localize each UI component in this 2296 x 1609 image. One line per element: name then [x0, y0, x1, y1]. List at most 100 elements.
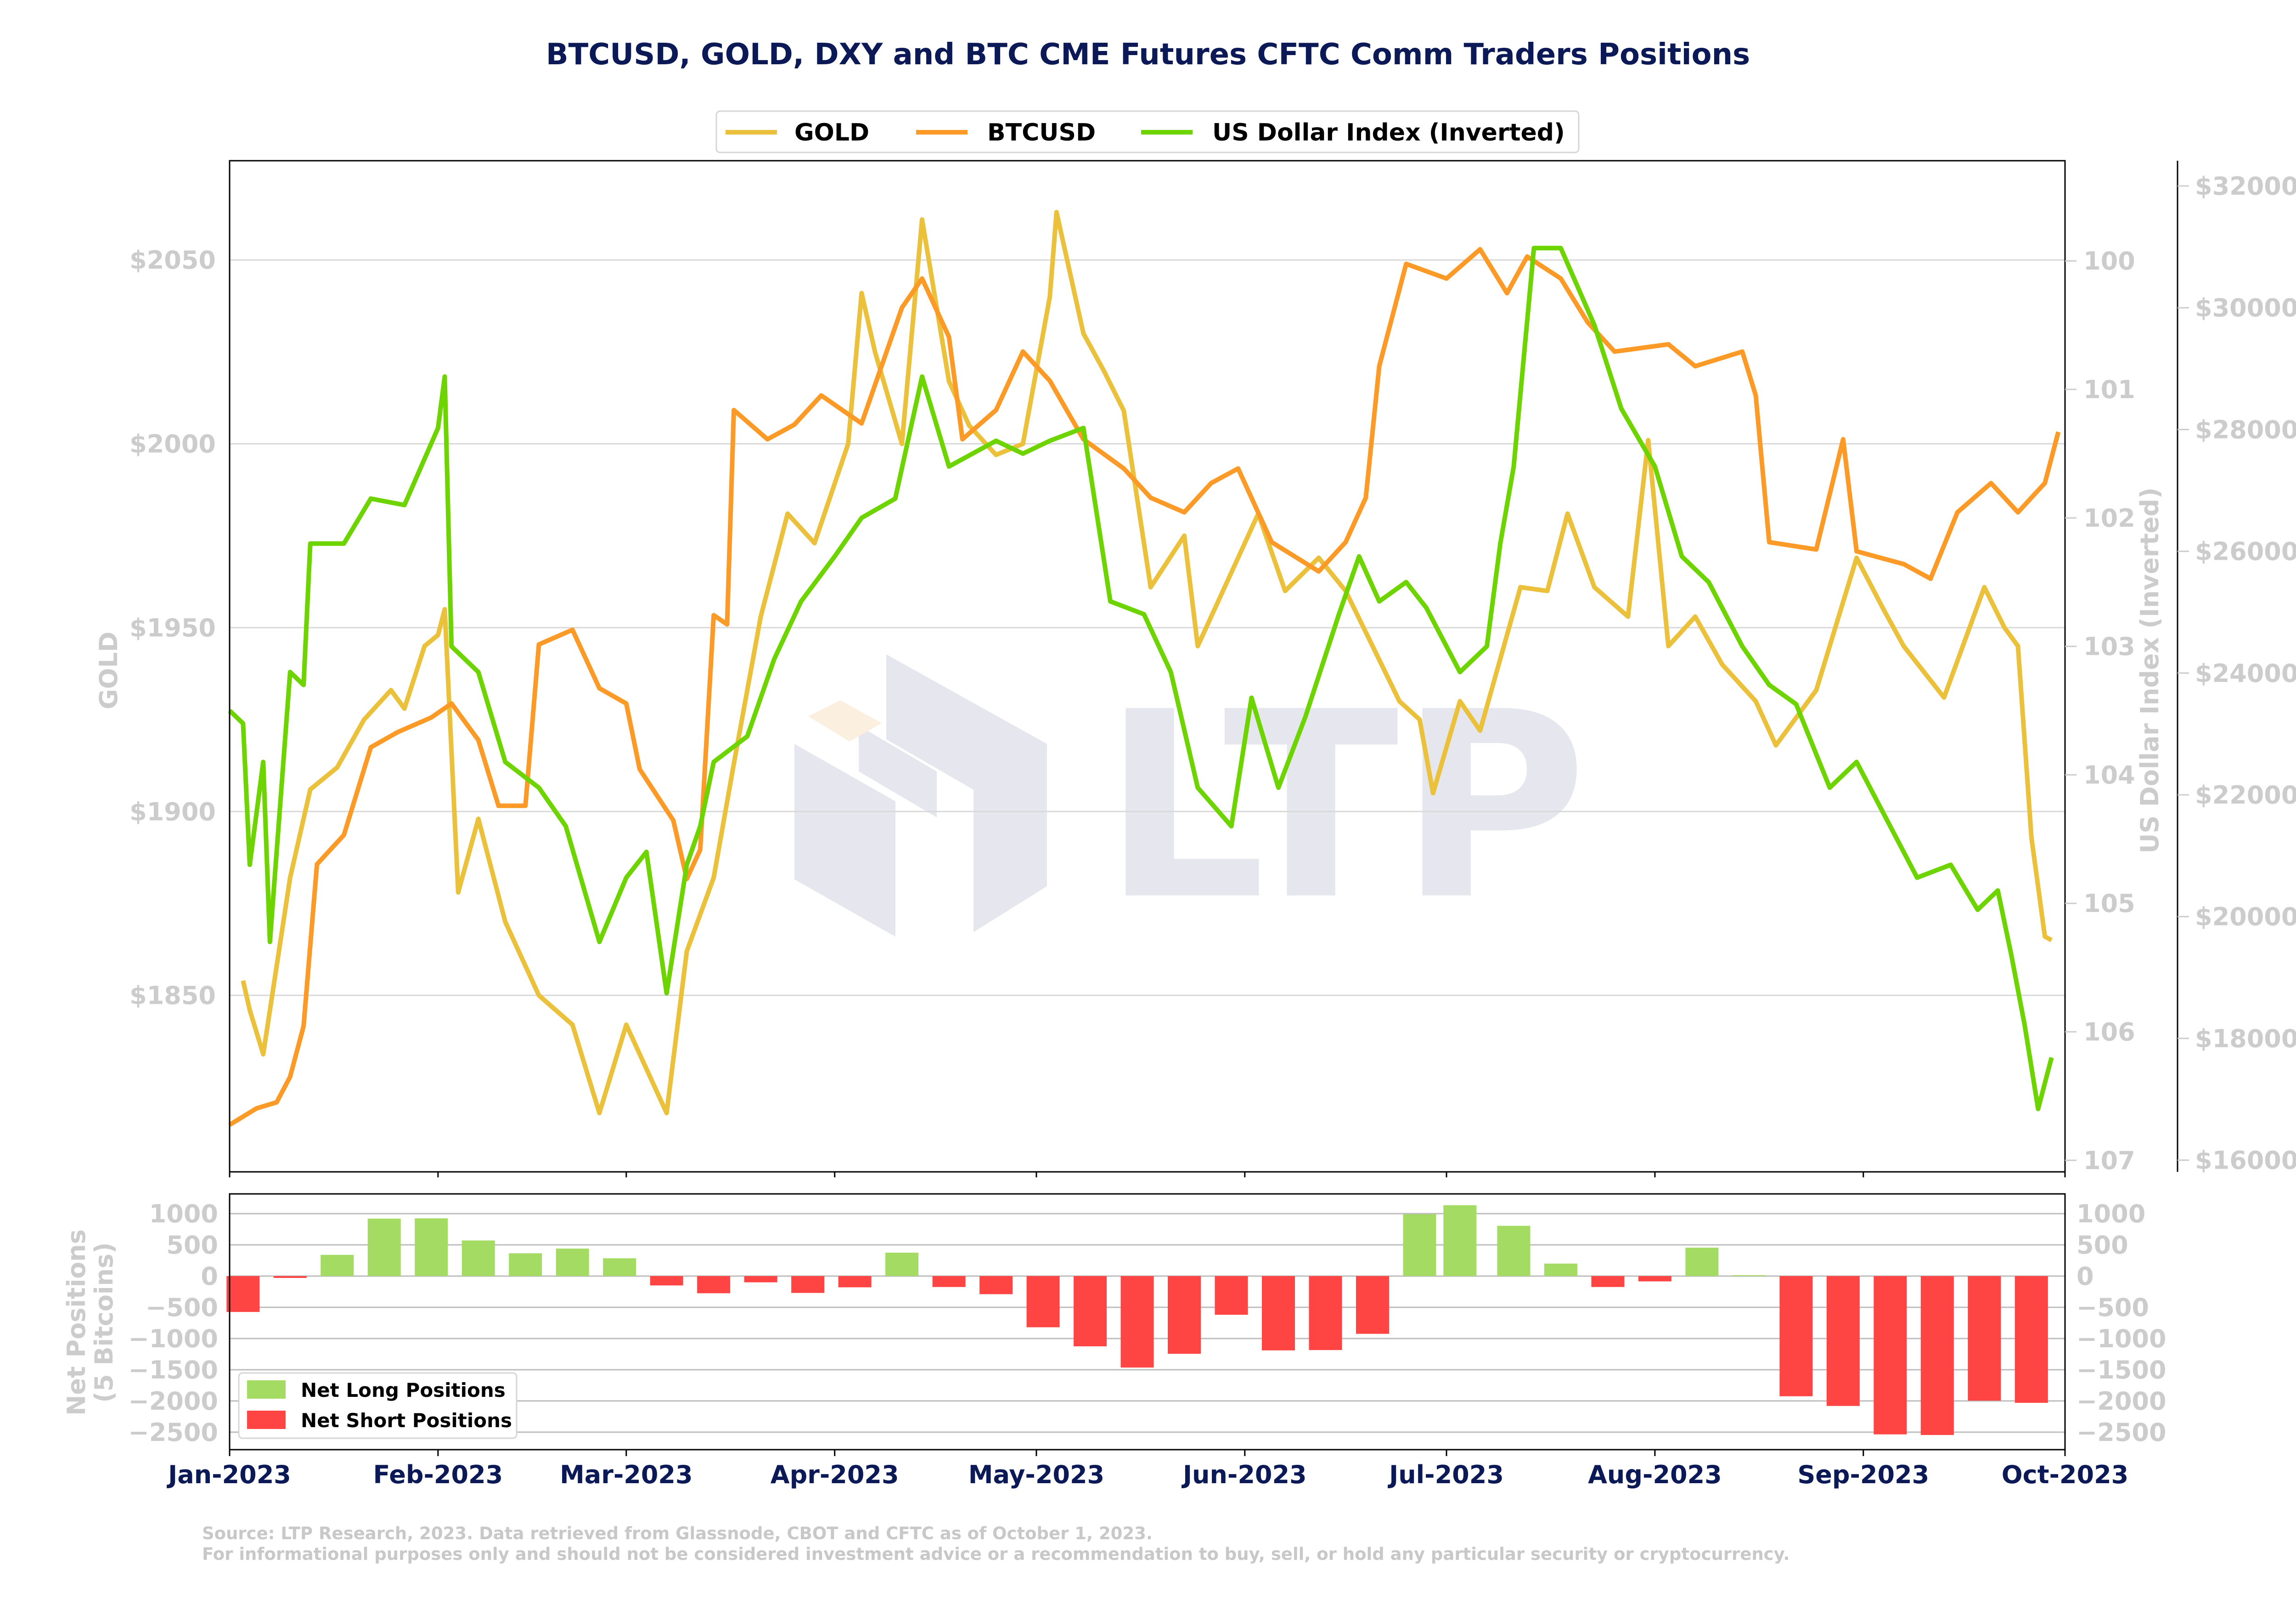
- bar-net-short: [744, 1276, 777, 1283]
- x-tick-label: Oct-2023: [2002, 1460, 2128, 1489]
- bar-net-short: [273, 1276, 307, 1278]
- x-axis-month-ticks: Jan-2023 Feb-2023 Mar-2023 Apr-2023 May-2023…: [166, 1172, 2128, 1489]
- btc-tick-label: $32000: [2195, 172, 2296, 201]
- bottom-plot-frame: [229, 1193, 2066, 1451]
- bar-net-short: [1309, 1276, 1342, 1350]
- footer-source: Source: LTP Research, 2023. Data retriev…: [202, 1524, 1153, 1543]
- btc-tick-label: $16000: [2195, 1146, 2296, 1175]
- gold-axis-label: GOLD: [94, 631, 123, 709]
- btc-tick-label: $28000: [2195, 415, 2296, 444]
- bar-net-long: [1497, 1226, 1531, 1276]
- bar-net-short: [2015, 1276, 2048, 1403]
- bar-net-short: [1779, 1276, 1813, 1396]
- x-tick-label: Mar-2023: [560, 1460, 693, 1489]
- x-tick-label: Feb-2023: [373, 1460, 503, 1489]
- dxy-tick-label: 102: [2083, 504, 2135, 533]
- top-plot-frame: [229, 160, 2066, 1173]
- dxy-tick-label: 106: [2083, 1018, 2135, 1046]
- bar-net-short: [1591, 1276, 1625, 1287]
- bar-net-short: [1262, 1276, 1295, 1350]
- dxy-tick-label: 101: [2083, 375, 2135, 404]
- x-tick-label: Jan-2023: [166, 1460, 291, 1489]
- btc-tick-label: $30000: [2195, 293, 2296, 322]
- bar-net-long: [415, 1218, 448, 1276]
- net-tick-label-left: −500: [146, 1293, 218, 1322]
- net-positions-label-line2: (5 Bitcoins): [90, 1242, 118, 1402]
- bars-layer: [226, 1205, 2048, 1435]
- bar-net-short: [791, 1276, 825, 1293]
- bar-net-short: [1874, 1276, 1907, 1435]
- bar-net-short: [650, 1276, 683, 1286]
- net-tick-label-right: −1500: [2077, 1356, 2167, 1384]
- bar-net-short: [1120, 1276, 1154, 1368]
- legend-label-dxy: US Dollar Index (Inverted): [1212, 119, 1565, 146]
- legend-label-gold: GOLD: [794, 119, 869, 146]
- btc-tick-label: $26000: [2195, 537, 2296, 566]
- dxy-axis-label: US Dollar Index (Inverted): [2135, 487, 2164, 853]
- gold-tick-label: $1850: [129, 981, 216, 1010]
- net-tick-label-right: −2500: [2077, 1418, 2167, 1447]
- bar-net-long: [509, 1253, 542, 1276]
- legend-swatch-net-long: [247, 1380, 286, 1399]
- bar-net-long: [1443, 1205, 1477, 1276]
- series-line-us-dollar-index-inverted-: [228, 246, 2054, 1111]
- x-tick-label: Sep-2023: [1797, 1460, 1929, 1489]
- net-tick-label-right: −1000: [2077, 1324, 2167, 1353]
- net-tick-label-left: 500: [166, 1231, 218, 1260]
- net-tick-label-right: −500: [2077, 1293, 2149, 1322]
- net-tick-label-right: 0: [2077, 1262, 2094, 1291]
- bar-net-long: [1544, 1263, 1577, 1276]
- bar-net-short: [1638, 1276, 1671, 1282]
- top-axis-ticks: $1850 $1900 $1950 $2000 $2050 100 101 102 103 104…: [129, 172, 2296, 1175]
- ltp-watermark-logo: LTP: [794, 654, 1587, 956]
- net-tick-label-left: −1000: [128, 1324, 218, 1353]
- net-tick-label-left: −2000: [128, 1387, 218, 1416]
- x-tick-label: Aug-2023: [1588, 1460, 1722, 1489]
- x-tick-label: Jul-2023: [1387, 1460, 1504, 1489]
- bar-net-long: [461, 1240, 495, 1276]
- x-tick-label: Apr-2023: [771, 1460, 899, 1489]
- bar-net-short: [1968, 1276, 2001, 1401]
- bar-net-short: [1168, 1276, 1201, 1354]
- bar-net-short: [226, 1276, 260, 1312]
- chart-title: BTCUSD, GOLD, DXY and BTC CME Futures CF…: [546, 38, 1750, 72]
- bar-net-long: [556, 1249, 589, 1276]
- dxy-tick-label: 105: [2083, 889, 2135, 918]
- net-tick-label-right: 500: [2077, 1231, 2128, 1260]
- gold-tick-label: $1900: [129, 797, 216, 826]
- bar-net-short: [1356, 1276, 1389, 1334]
- btc-tick-label: $18000: [2195, 1024, 2296, 1053]
- bar-net-short: [1826, 1276, 1860, 1406]
- bar-net-short: [1215, 1276, 1248, 1315]
- x-tick-label: Jun-2023: [1181, 1460, 1307, 1489]
- bottom-axis-ticks: −2500 −2500−2000 −2000−1500 −1500−1000 −1000…: [128, 1199, 2166, 1447]
- bar-net-short: [1026, 1276, 1060, 1328]
- net-tick-label-left: −2500: [128, 1418, 218, 1447]
- legend-label-net-short: Net Short Positions: [301, 1409, 512, 1432]
- bar-net-short: [932, 1276, 966, 1287]
- x-tick-label: May-2023: [968, 1460, 1104, 1489]
- dxy-tick-label: 107: [2083, 1146, 2135, 1175]
- watermark-text: LTP: [1102, 657, 1587, 956]
- net-positions-label-line1: Net Positions: [62, 1229, 91, 1416]
- gold-tick-label: $2000: [129, 430, 216, 459]
- net-tick-label-left: 0: [201, 1262, 218, 1291]
- bar-net-long: [885, 1252, 919, 1276]
- dxy-tick-label: 104: [2083, 760, 2135, 789]
- btc-tick-label: $20000: [2195, 902, 2296, 931]
- bar-net-long: [1403, 1214, 1436, 1276]
- net-tick-label-left: 1000: [149, 1199, 218, 1228]
- bar-net-short: [838, 1276, 872, 1288]
- legend-label-net-long: Net Long Positions: [301, 1379, 506, 1401]
- dxy-tick-label: 103: [2083, 632, 2135, 661]
- bar-net-short: [1074, 1276, 1107, 1346]
- bar-net-long: [1685, 1248, 1719, 1276]
- bar-net-long: [367, 1218, 401, 1276]
- bar-net-long: [321, 1255, 354, 1276]
- bar-net-long: [1732, 1275, 1766, 1276]
- series-line-btcusd: [228, 247, 2061, 1127]
- dxy-tick-label: 100: [2083, 247, 2135, 276]
- bar-net-short: [1920, 1276, 1954, 1435]
- legend-label-btcusd: BTCUSD: [987, 119, 1096, 146]
